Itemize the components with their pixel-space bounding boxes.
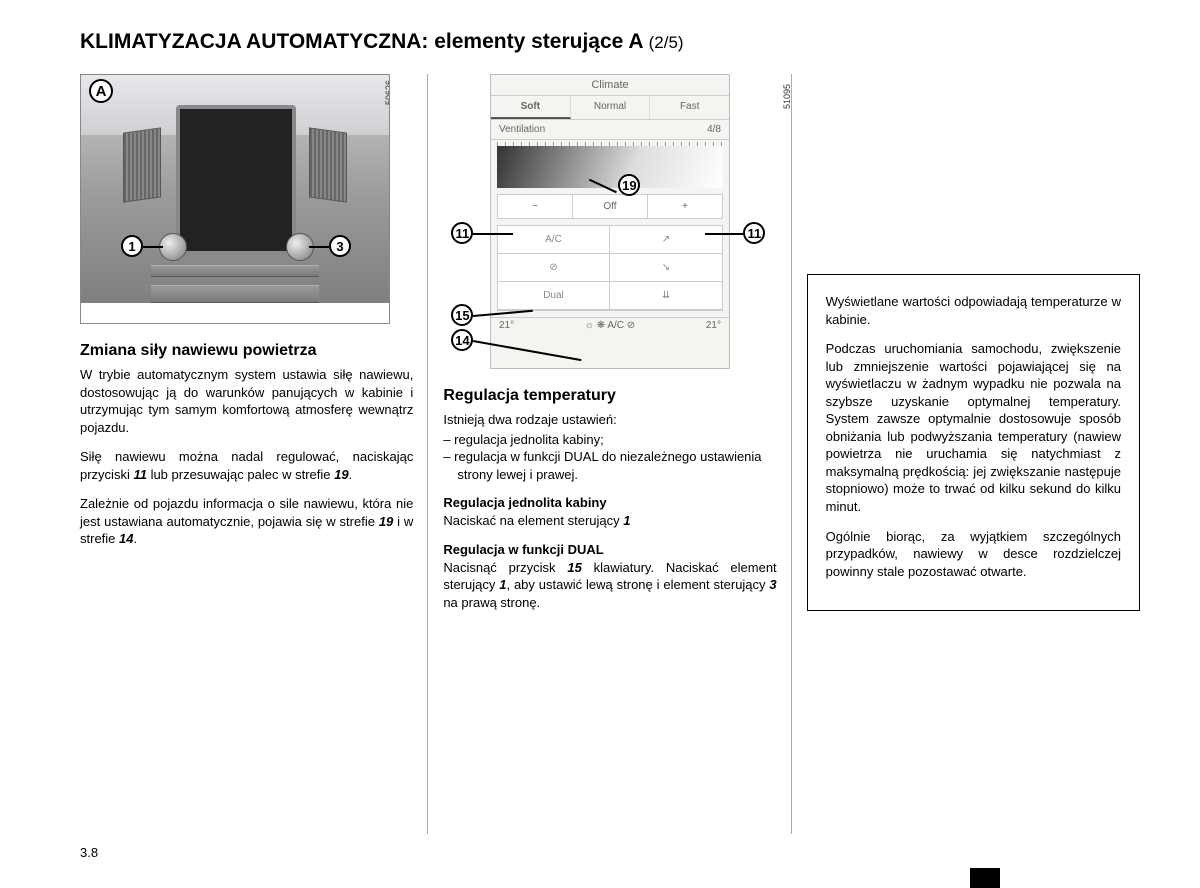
body-text: Nacisnąć przycisk 15 klawiatury. Naciska… bbox=[443, 559, 776, 612]
page-number: 3.8 bbox=[80, 845, 98, 860]
info-box: Wyświetlane wartości odpowiadają tempera… bbox=[807, 274, 1140, 611]
mode-tabs: Soft Normal Fast bbox=[491, 95, 729, 120]
column-1: A 1 3 50626 Zmiana siły nawiewu powietrz… bbox=[80, 74, 413, 834]
figure-b-climate-screen: Climate Soft Normal Fast Ventilation 4/8… bbox=[490, 74, 730, 369]
title-suffix: (2/5) bbox=[649, 33, 684, 52]
temp-right: 21° bbox=[706, 320, 721, 331]
status-icons: ☼ ❋ A/C ⊘ bbox=[585, 320, 635, 331]
body-text: Istnieją dwa rodzaje ustawień: bbox=[443, 411, 776, 429]
callout-a: A bbox=[89, 79, 113, 103]
body-text: Naciskać na element sterujący 1 bbox=[443, 512, 776, 530]
callout-11: 11 bbox=[451, 222, 473, 244]
climate-title: Climate bbox=[491, 75, 729, 95]
recirculate-icon: ⊘ bbox=[498, 254, 610, 282]
ventilation-label: Ventilation bbox=[499, 124, 545, 135]
sub-heading: Regulacja w funkcji DUAL bbox=[443, 542, 776, 557]
plus-button: + bbox=[648, 195, 722, 218]
airflow-icon: ↗ bbox=[610, 226, 722, 254]
callout-1: 1 bbox=[121, 235, 143, 257]
fan-control-row: − Off + bbox=[497, 194, 723, 219]
figure-a-dashboard: A 1 3 50626 bbox=[80, 74, 390, 324]
thumb-tab bbox=[970, 868, 1000, 888]
page-title: KLIMATYZACJA AUTOMATYCZNA: elementy ster… bbox=[80, 30, 1140, 54]
body-text: W trybie automatycznym system ustawia si… bbox=[80, 366, 413, 436]
off-button: Off bbox=[573, 195, 648, 218]
column-3: Wyświetlane wartości odpowiadają tempera… bbox=[807, 74, 1140, 834]
callout-11: 11 bbox=[743, 222, 765, 244]
tab-normal: Normal bbox=[571, 96, 651, 119]
bullet-list: regulacja jednolita kabiny; regulacja w … bbox=[443, 431, 776, 484]
title-main: KLIMATYZACJA AUTOMATYCZNA: elementy ster… bbox=[80, 30, 649, 53]
body-text: Zależnie od pojazdu informacja o sile na… bbox=[80, 495, 413, 548]
image-ref: 50626 bbox=[384, 80, 390, 105]
airflow-icon: ⇊ bbox=[610, 282, 722, 310]
sub-heading: Regulacja jednolita kabiny bbox=[443, 495, 776, 510]
body-text: Ogólnie biorąc, za wyjątkiem szczególnyc… bbox=[826, 528, 1121, 581]
ac-icon: A/C bbox=[498, 226, 610, 254]
mode-grid: A/C ↗ ⊘ ↘ Dual ⇊ bbox=[497, 225, 723, 311]
section-heading: Regulacja temperatury bbox=[443, 387, 776, 405]
center-screen-icon bbox=[176, 105, 296, 255]
dual-button: Dual bbox=[498, 282, 610, 310]
zone-19-slider bbox=[497, 146, 723, 188]
body-text: Podczas uruchomiania samochodu, zwiększe… bbox=[826, 340, 1121, 515]
list-item: regulacja w funkcji DUAL do niezależnego… bbox=[457, 448, 776, 483]
callout-3: 3 bbox=[329, 235, 351, 257]
list-item: regulacja jednolita kabiny; bbox=[457, 431, 776, 449]
air-vent-icon bbox=[309, 127, 347, 202]
status-bar: 21° ☼ ❋ A/C ⊘ 21° bbox=[491, 317, 729, 333]
knob-1 bbox=[159, 233, 187, 261]
airflow-icon: ↘ bbox=[610, 254, 722, 282]
air-vent-icon bbox=[123, 127, 161, 202]
callout-14: 14 bbox=[451, 329, 473, 351]
tab-fast: Fast bbox=[650, 96, 729, 119]
minus-button: − bbox=[498, 195, 573, 218]
ventilation-value: 4/8 bbox=[707, 124, 721, 135]
section-heading: Zmiana siły nawiewu powietrza bbox=[80, 342, 413, 360]
body-text: Wyświetlane wartości odpowiadają tempera… bbox=[826, 293, 1121, 328]
callout-15: 15 bbox=[451, 304, 473, 326]
temp-left: 21° bbox=[499, 320, 514, 331]
figure-b-wrap: Climate Soft Normal Fast Ventilation 4/8… bbox=[443, 74, 776, 369]
tab-soft: Soft bbox=[491, 96, 571, 119]
column-2: Climate Soft Normal Fast Ventilation 4/8… bbox=[443, 74, 776, 834]
body-text: Siłę nawiewu można nadal regulować, naci… bbox=[80, 448, 413, 483]
